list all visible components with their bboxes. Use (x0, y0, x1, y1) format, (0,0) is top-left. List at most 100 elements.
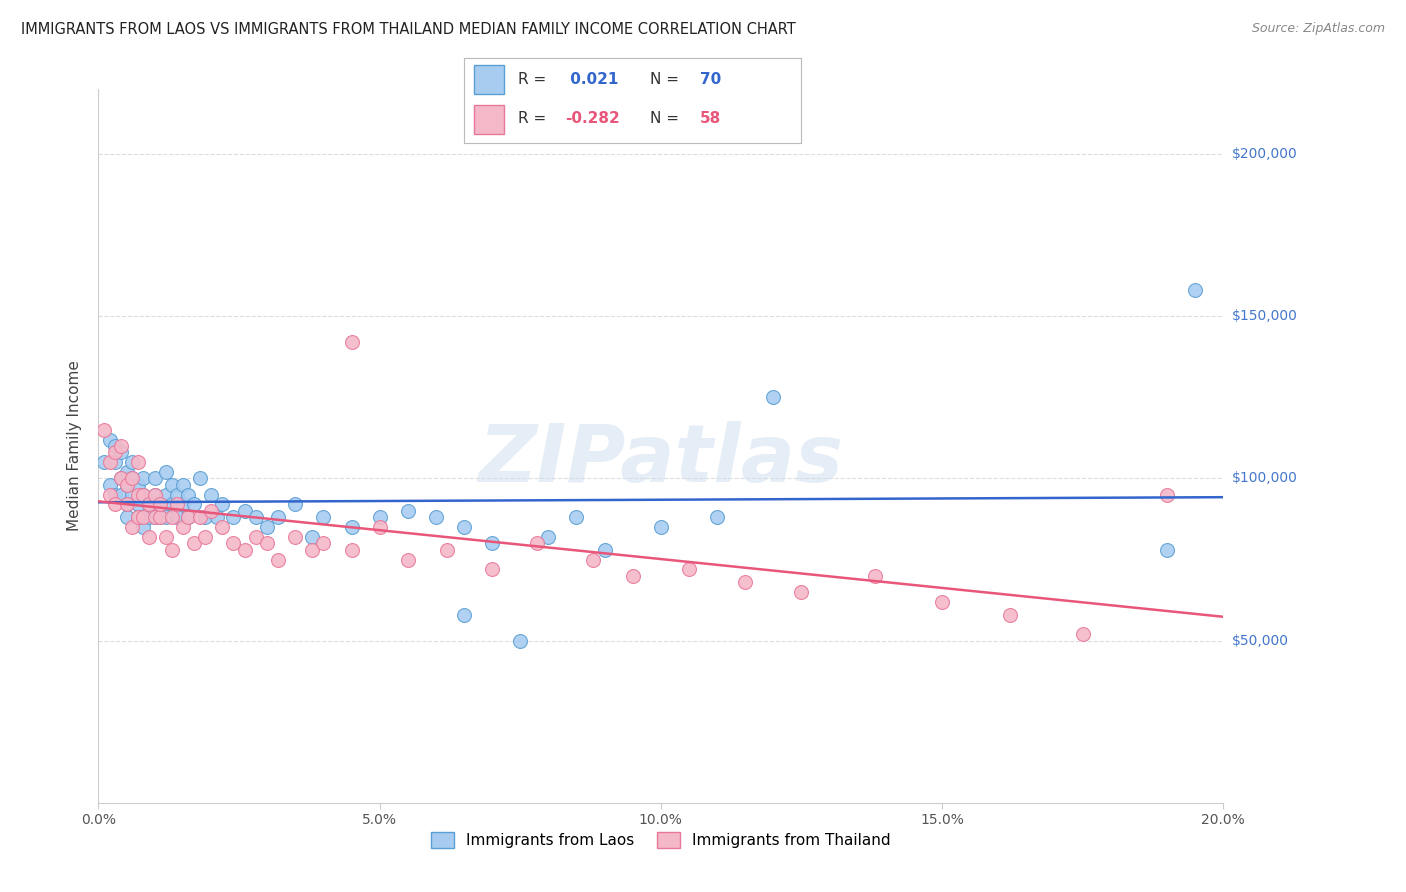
Point (621, 568, 644, 582)
Point (593, 542, 616, 557)
Point (149, 497, 172, 511)
Point (678, 562, 700, 576)
Point (132, 488, 155, 502)
Point (177, 510, 200, 524)
Point (121, 471, 143, 485)
Point (1156, 488, 1178, 502)
Point (110, 471, 132, 485)
Point (110, 488, 132, 502)
Point (155, 530, 177, 544)
Point (222, 510, 245, 524)
Point (233, 542, 256, 557)
Point (734, 575, 756, 590)
Point (104, 455, 127, 469)
Point (132, 488, 155, 502)
Point (98, 488, 121, 502)
Point (93, 423, 115, 437)
Text: N =: N = (650, 112, 683, 127)
Point (211, 497, 233, 511)
Point (368, 510, 391, 524)
Point (177, 488, 200, 502)
Point (194, 510, 217, 524)
Point (104, 439, 127, 453)
Text: R =: R = (517, 112, 551, 127)
Point (267, 510, 290, 524)
Text: 70: 70 (700, 71, 721, 87)
Point (110, 439, 132, 453)
Text: -0.282: -0.282 (565, 112, 620, 127)
Point (138, 497, 160, 511)
Point (205, 510, 228, 524)
Point (115, 465, 138, 479)
Point (172, 478, 194, 492)
Point (267, 552, 290, 566)
Point (166, 497, 188, 511)
Point (166, 488, 188, 502)
Point (149, 510, 172, 524)
Point (453, 607, 475, 622)
Point (453, 520, 475, 534)
Point (132, 471, 155, 485)
Text: IMMIGRANTS FROM LAOS VS IMMIGRANTS FROM THAILAND MEDIAN FAMILY INCOME CORRELATIO: IMMIGRANTS FROM LAOS VS IMMIGRANTS FROM … (21, 22, 796, 37)
Text: R =: R = (517, 71, 551, 87)
Point (183, 497, 205, 511)
Point (132, 520, 155, 534)
Point (160, 542, 183, 557)
Point (155, 465, 177, 479)
Point (160, 478, 183, 492)
Point (127, 510, 149, 524)
Point (143, 510, 166, 524)
Point (863, 568, 886, 582)
Point (143, 471, 166, 485)
Point (396, 552, 419, 566)
Point (127, 497, 149, 511)
Text: ZIPatlas: ZIPatlas (478, 421, 844, 500)
Point (127, 488, 149, 502)
Text: $50,000: $50,000 (1232, 633, 1288, 648)
Point (115, 478, 138, 492)
Point (762, 390, 785, 404)
Point (177, 510, 200, 524)
Point (183, 536, 205, 550)
Point (143, 510, 166, 524)
Point (172, 497, 194, 511)
Point (115, 497, 138, 511)
Point (481, 536, 503, 550)
Point (340, 520, 363, 534)
Point (172, 520, 194, 534)
Point (245, 510, 267, 524)
Point (998, 607, 1021, 622)
Point (425, 510, 447, 524)
Point (121, 471, 143, 485)
Text: 58: 58 (700, 112, 721, 127)
Point (160, 497, 183, 511)
Point (143, 488, 166, 502)
Point (138, 510, 160, 524)
Point (284, 497, 307, 511)
Point (312, 510, 335, 524)
Point (160, 510, 183, 524)
Point (301, 530, 323, 544)
Point (98, 433, 121, 447)
Point (149, 497, 172, 511)
Point (143, 488, 166, 502)
Point (1184, 283, 1206, 297)
Point (127, 478, 149, 492)
Point (98, 478, 121, 492)
Point (340, 542, 363, 557)
Point (1071, 627, 1094, 641)
Point (188, 510, 211, 524)
Point (93, 455, 115, 469)
Point (481, 562, 503, 576)
Point (121, 520, 143, 534)
Point (340, 335, 363, 350)
Point (104, 488, 127, 502)
Point (650, 520, 672, 534)
Point (245, 530, 267, 544)
Point (436, 542, 458, 557)
Point (188, 471, 211, 485)
Point (931, 595, 953, 609)
Point (211, 520, 233, 534)
Point (149, 510, 172, 524)
Point (565, 510, 588, 524)
